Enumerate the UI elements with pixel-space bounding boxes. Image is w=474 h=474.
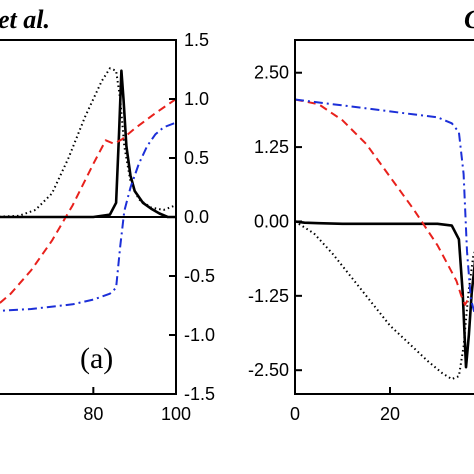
panel-a-series-dashed-line (0, 98, 177, 305)
panel-b-y-tick-label: -1.25 (248, 286, 289, 306)
panel-a-y-tick-label: 1.5 (184, 30, 209, 50)
panel-a-y-tick-label: -1.0 (184, 325, 215, 345)
panel-b-x-tick-label: 20 (380, 404, 400, 424)
panel-a-y-tick-label: 1.0 (184, 89, 209, 109)
panel-b-x-ticks: 0 20 (290, 387, 400, 424)
panel-a-label: (a) (80, 342, 113, 375)
header-right-text: C (464, 5, 474, 34)
panel-b-series-dashdot-line (294, 98, 474, 315)
panel-b-y-tick-label: 1.25 (254, 137, 289, 157)
panel-a-series-solid-line (0, 69, 176, 219)
panel-a-y-tick-label: -1.5 (184, 384, 215, 404)
panel-a-series (0, 67, 177, 312)
panel-b-series-dashed-line (294, 98, 470, 306)
panel-b: 0 20 2.50 1.25 0.00 -1.25 -2.50 (248, 39, 474, 424)
panel-a-y-tick-label: 0.5 (184, 148, 209, 168)
panel-a-y-tick-label: -0.5 (184, 266, 215, 286)
panel-b-y-tick-label: 0.00 (254, 211, 289, 231)
header-left-text: et al. (0, 5, 50, 34)
panel-a-x-tick-label: 100 (161, 404, 191, 424)
panel-b-frame (294, 39, 474, 395)
panel-b-series (294, 98, 474, 381)
panel-b-y-tick-label: -2.50 (248, 360, 289, 380)
panel-a-x-tick-label: 80 (83, 404, 103, 424)
panel-a-x-ticks: 80 100 (83, 387, 191, 424)
panel-b-series-solid-line (294, 220, 474, 369)
panel-a: 80 100 1.5 1.0 0.5 0.0 -0.5 -1.0 -1.5 (a) (0, 30, 215, 424)
panel-b-x-tick-label: 0 (290, 404, 300, 424)
panel-a-y-ticks: 1.5 1.0 0.5 0.0 -0.5 -1.0 -1.5 (169, 30, 215, 404)
panel-b-y-ticks: 2.50 1.25 0.00 -1.25 -2.50 (248, 63, 302, 380)
panel-a-series-dashdot-line (0, 121, 177, 312)
panel-b-series-dotted-line (294, 220, 474, 381)
panel-b-y-tick-label: 2.50 (254, 63, 289, 83)
panel-a-y-tick-label: 0.0 (184, 207, 209, 227)
